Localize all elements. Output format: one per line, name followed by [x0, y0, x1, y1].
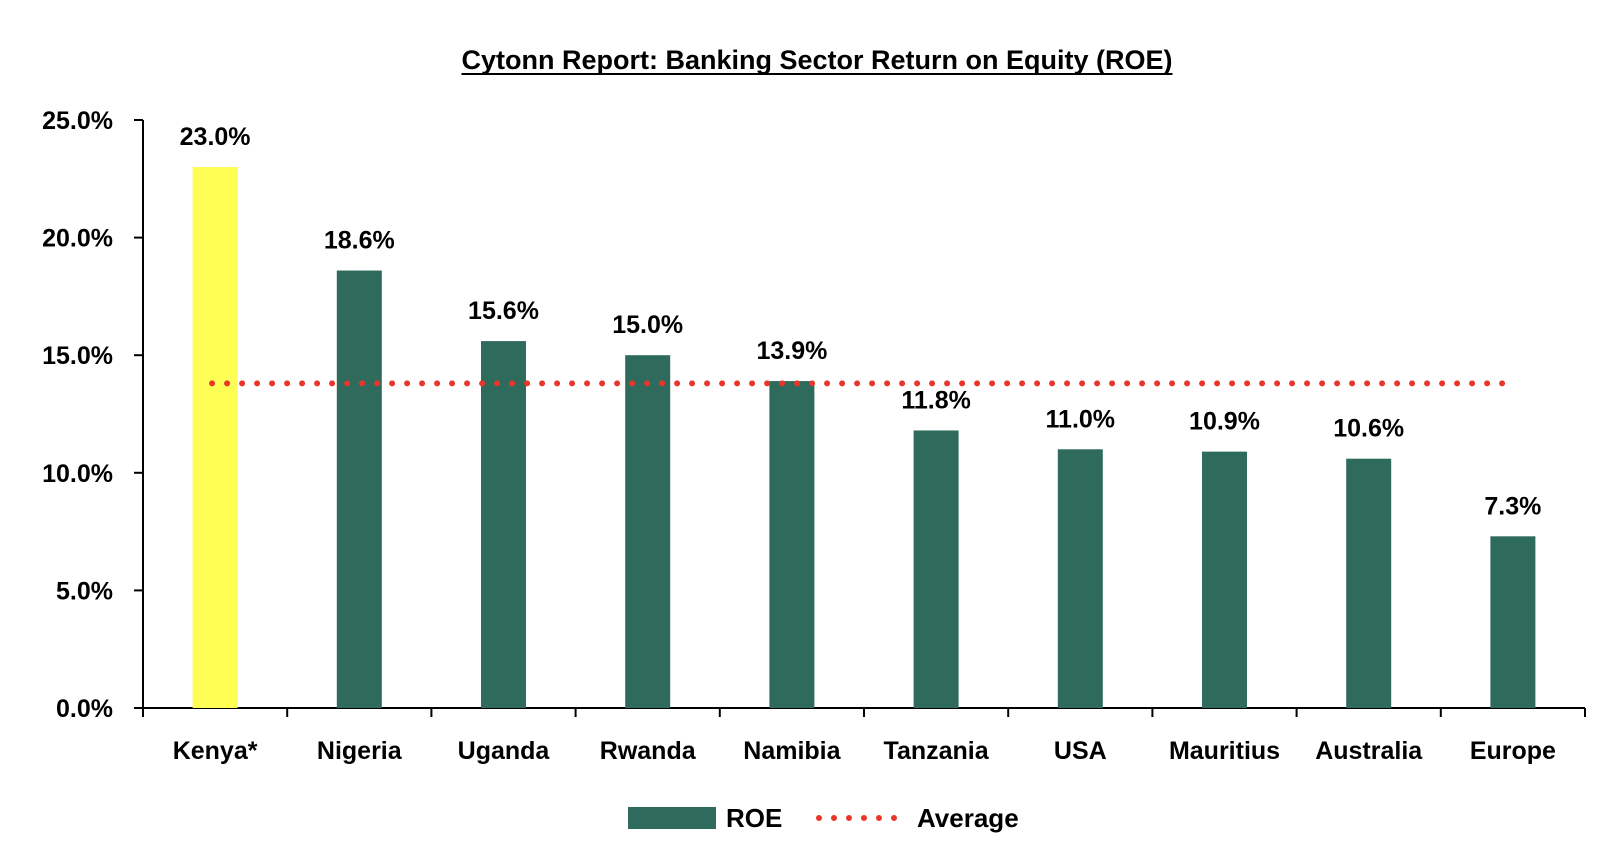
data-label: 10.6%: [1333, 415, 1404, 443]
data-label: 10.9%: [1189, 408, 1260, 436]
data-label: 15.6%: [468, 297, 539, 325]
chart-title-group: Cytonn Report: Banking Sector Return on …: [461, 45, 1173, 75]
x-tick-label: Namibia: [743, 737, 841, 765]
x-tick-label: Mauritius: [1169, 737, 1280, 765]
x-tick-label: Kenya*: [173, 737, 258, 765]
x-tick-label: Rwanda: [600, 737, 697, 765]
bar-nigeria: [336, 270, 382, 708]
y-tick-label: 0.0%: [56, 695, 113, 723]
bar-kenya: [192, 167, 238, 709]
legend-average-label: Average: [917, 803, 1019, 833]
y-tick-label: 25.0%: [42, 107, 113, 135]
y-tick-label: 20.0%: [42, 225, 113, 253]
bars-group: [192, 167, 1536, 709]
y-tick-label: 5.0%: [56, 577, 113, 605]
x-tick-label: Uganda: [458, 737, 551, 765]
x-tick-label: Australia: [1315, 737, 1423, 765]
data-labels-group: 23.0% 18.6% 15.6% 15.0% 13.9% 11.8% 11.0% 10.9%…: [180, 123, 1542, 520]
bar-usa: [1057, 449, 1103, 708]
data-label: 13.9%: [756, 337, 827, 365]
data-label: 18.6%: [324, 227, 395, 255]
data-label: 11.8%: [901, 386, 971, 414]
bar-namibia: [769, 381, 815, 708]
legend-roe-label: ROE: [726, 803, 782, 833]
y-tick-label: 15.0%: [42, 342, 113, 370]
x-axis: Kenya* Nigeria Uganda Rwanda Namibia Tanzania…: [142, 707, 1586, 765]
legend: ROE Average: [628, 803, 1019, 833]
bar-tanzania: [913, 430, 959, 708]
bar-rwanda: [625, 355, 671, 708]
legend-roe-swatch: [628, 807, 716, 829]
bar-uganda: [481, 341, 526, 708]
y-axis: 0.0% 5.0% 10.0% 15.0% 20.0% 25.0%: [42, 107, 144, 723]
x-tick-label: USA: [1054, 737, 1107, 765]
x-tick-label: Tanzania: [884, 737, 990, 765]
bar-australia: [1346, 458, 1392, 708]
chart-title: Cytonn Report: Banking Sector Return on …: [461, 45, 1172, 75]
bar-europe: [1490, 536, 1536, 708]
bar-mauritius: [1202, 451, 1247, 708]
x-tick-label: Nigeria: [317, 737, 403, 765]
data-label: 7.3%: [1484, 492, 1541, 520]
x-tick-label: Europe: [1470, 737, 1556, 765]
data-label: 23.0%: [180, 123, 251, 151]
data-label: 11.0%: [1046, 405, 1116, 433]
data-label: 15.0%: [612, 311, 683, 339]
y-tick-label: 10.0%: [42, 460, 113, 488]
